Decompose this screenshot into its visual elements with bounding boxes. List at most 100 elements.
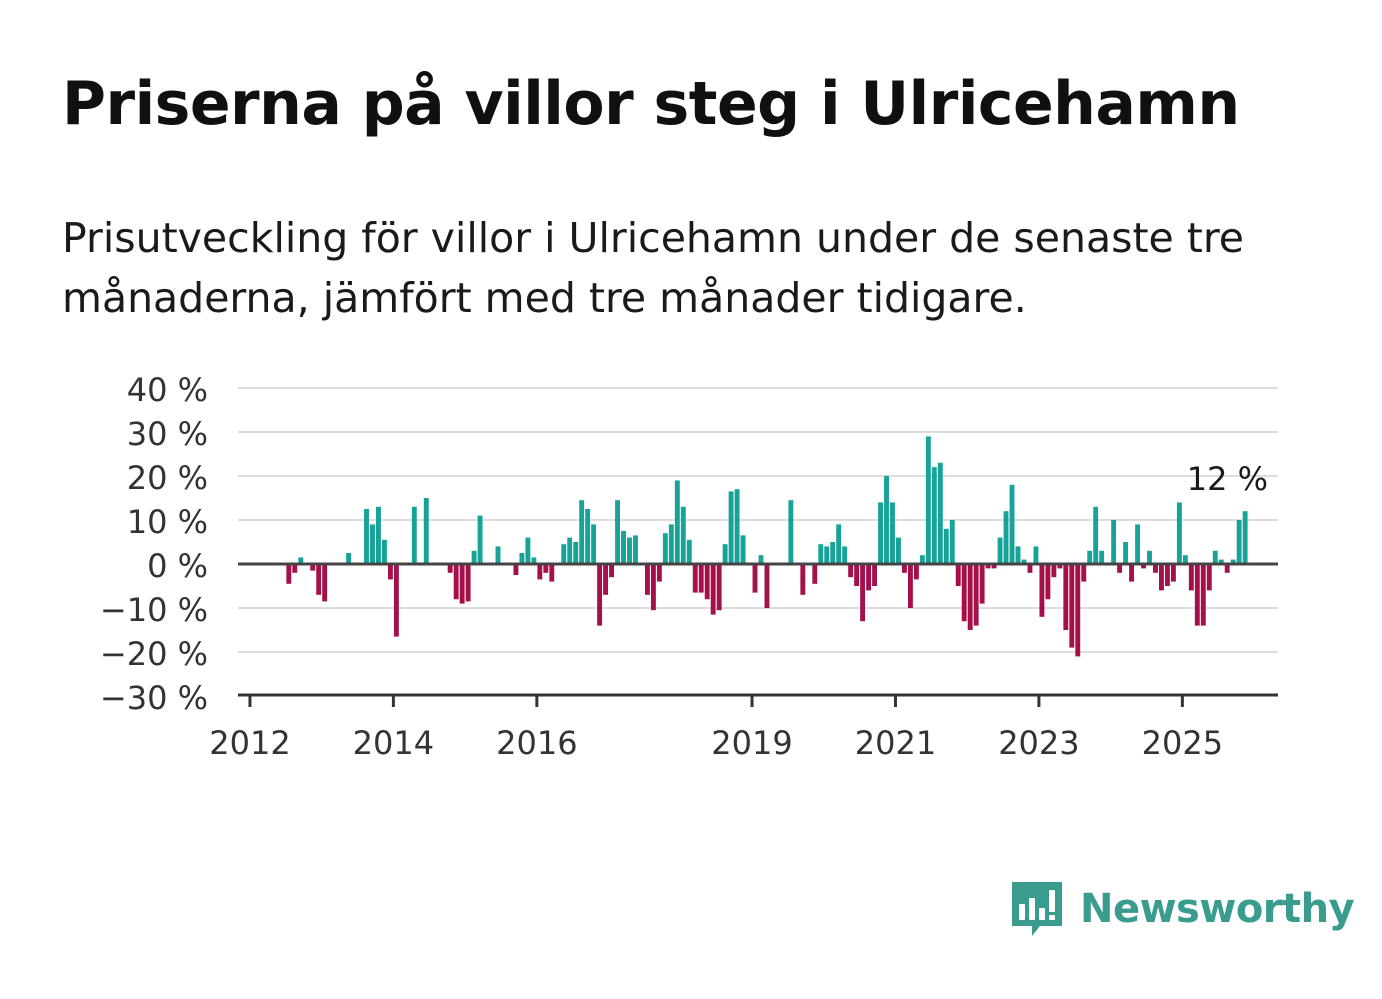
bar (531, 557, 537, 564)
bar (1230, 559, 1236, 564)
bar (662, 533, 668, 564)
x-tick-label: 2023 (998, 724, 1079, 762)
bar (621, 531, 626, 564)
bar (1212, 550, 1218, 564)
bar (931, 467, 937, 564)
bars (286, 436, 1248, 657)
bar (627, 537, 632, 564)
bar (967, 564, 973, 630)
bar (292, 564, 298, 573)
x-tick-label: 2014 (353, 724, 434, 762)
labels: 40 % 30 % 20 % 10 % 0 % −10 % −20 % −30 %2012 20… (100, 371, 1268, 762)
bar (800, 564, 806, 595)
bar (848, 564, 854, 578)
bar (991, 564, 997, 569)
bar (722, 544, 728, 564)
bar (346, 553, 352, 564)
bar (925, 436, 931, 564)
bar (1236, 520, 1242, 564)
bar (943, 528, 949, 564)
bar (1117, 564, 1123, 573)
bar (411, 506, 417, 564)
bar (1039, 564, 1045, 617)
bar (1069, 564, 1075, 648)
bar (919, 555, 925, 564)
bar (603, 564, 609, 595)
bar (465, 564, 471, 602)
bar (1093, 506, 1099, 564)
bar (985, 564, 991, 569)
bar (716, 564, 722, 611)
bar (1027, 564, 1033, 573)
bar (310, 564, 316, 571)
bar (1081, 564, 1087, 582)
bar (1063, 564, 1069, 630)
bar (1158, 564, 1164, 591)
x-tick-label: 2019 (711, 724, 792, 762)
bar (567, 537, 573, 564)
bar (734, 489, 740, 564)
bar (692, 564, 698, 593)
newsworthy-logo: Newsworthy (1010, 880, 1355, 938)
bar (615, 500, 620, 564)
brand-name: Newsworthy (1080, 886, 1355, 932)
bar (1015, 546, 1021, 564)
y-tick-label: −30 % (100, 679, 208, 717)
bar (1188, 564, 1194, 591)
bar (1135, 524, 1140, 564)
bar (453, 564, 459, 600)
x-tick-label: 2021 (855, 724, 936, 762)
bar (543, 564, 549, 573)
y-tick-label: 40 % (127, 371, 208, 409)
bar (537, 564, 543, 580)
bar (585, 509, 591, 564)
bar (812, 564, 818, 584)
bar (364, 509, 369, 564)
bar (387, 564, 393, 580)
bar (1003, 511, 1009, 564)
bar (979, 564, 985, 604)
y-tick-label: −10 % (100, 591, 208, 629)
bar (740, 535, 746, 564)
bar (884, 476, 889, 564)
bar (686, 539, 692, 564)
bar (579, 500, 585, 564)
bar (937, 462, 943, 564)
bar (471, 550, 477, 564)
y-tick-label: 0 % (147, 547, 208, 585)
bar (459, 564, 465, 604)
bar (1153, 564, 1158, 573)
bar (525, 537, 531, 564)
bar (1147, 550, 1152, 564)
bar (1176, 502, 1182, 564)
bar (824, 546, 830, 564)
bar (1009, 484, 1015, 564)
bar (764, 564, 770, 608)
grid-lines (238, 387, 1278, 653)
y-tick-label: 20 % (127, 459, 208, 497)
bar (901, 564, 907, 573)
bar (644, 564, 650, 595)
bar (477, 515, 483, 564)
bar (907, 564, 913, 608)
bar (788, 500, 794, 564)
bar (1206, 564, 1212, 591)
y-tick-label: 30 % (127, 415, 208, 453)
bar (1033, 546, 1039, 564)
bar (316, 564, 322, 595)
bar (668, 524, 674, 564)
bar (1242, 511, 1248, 564)
bar (1021, 559, 1027, 564)
bar (597, 564, 603, 626)
bar (650, 564, 656, 611)
last-value-label: 12 % (1187, 460, 1268, 498)
bar (1075, 564, 1081, 657)
bar (1087, 550, 1093, 564)
bar (728, 491, 734, 564)
x-tick-label: 2025 (1142, 724, 1223, 762)
bar (961, 564, 967, 622)
x-tick-label: 2016 (496, 724, 577, 762)
x-tick-label: 2012 (209, 724, 290, 762)
bar (447, 564, 453, 573)
